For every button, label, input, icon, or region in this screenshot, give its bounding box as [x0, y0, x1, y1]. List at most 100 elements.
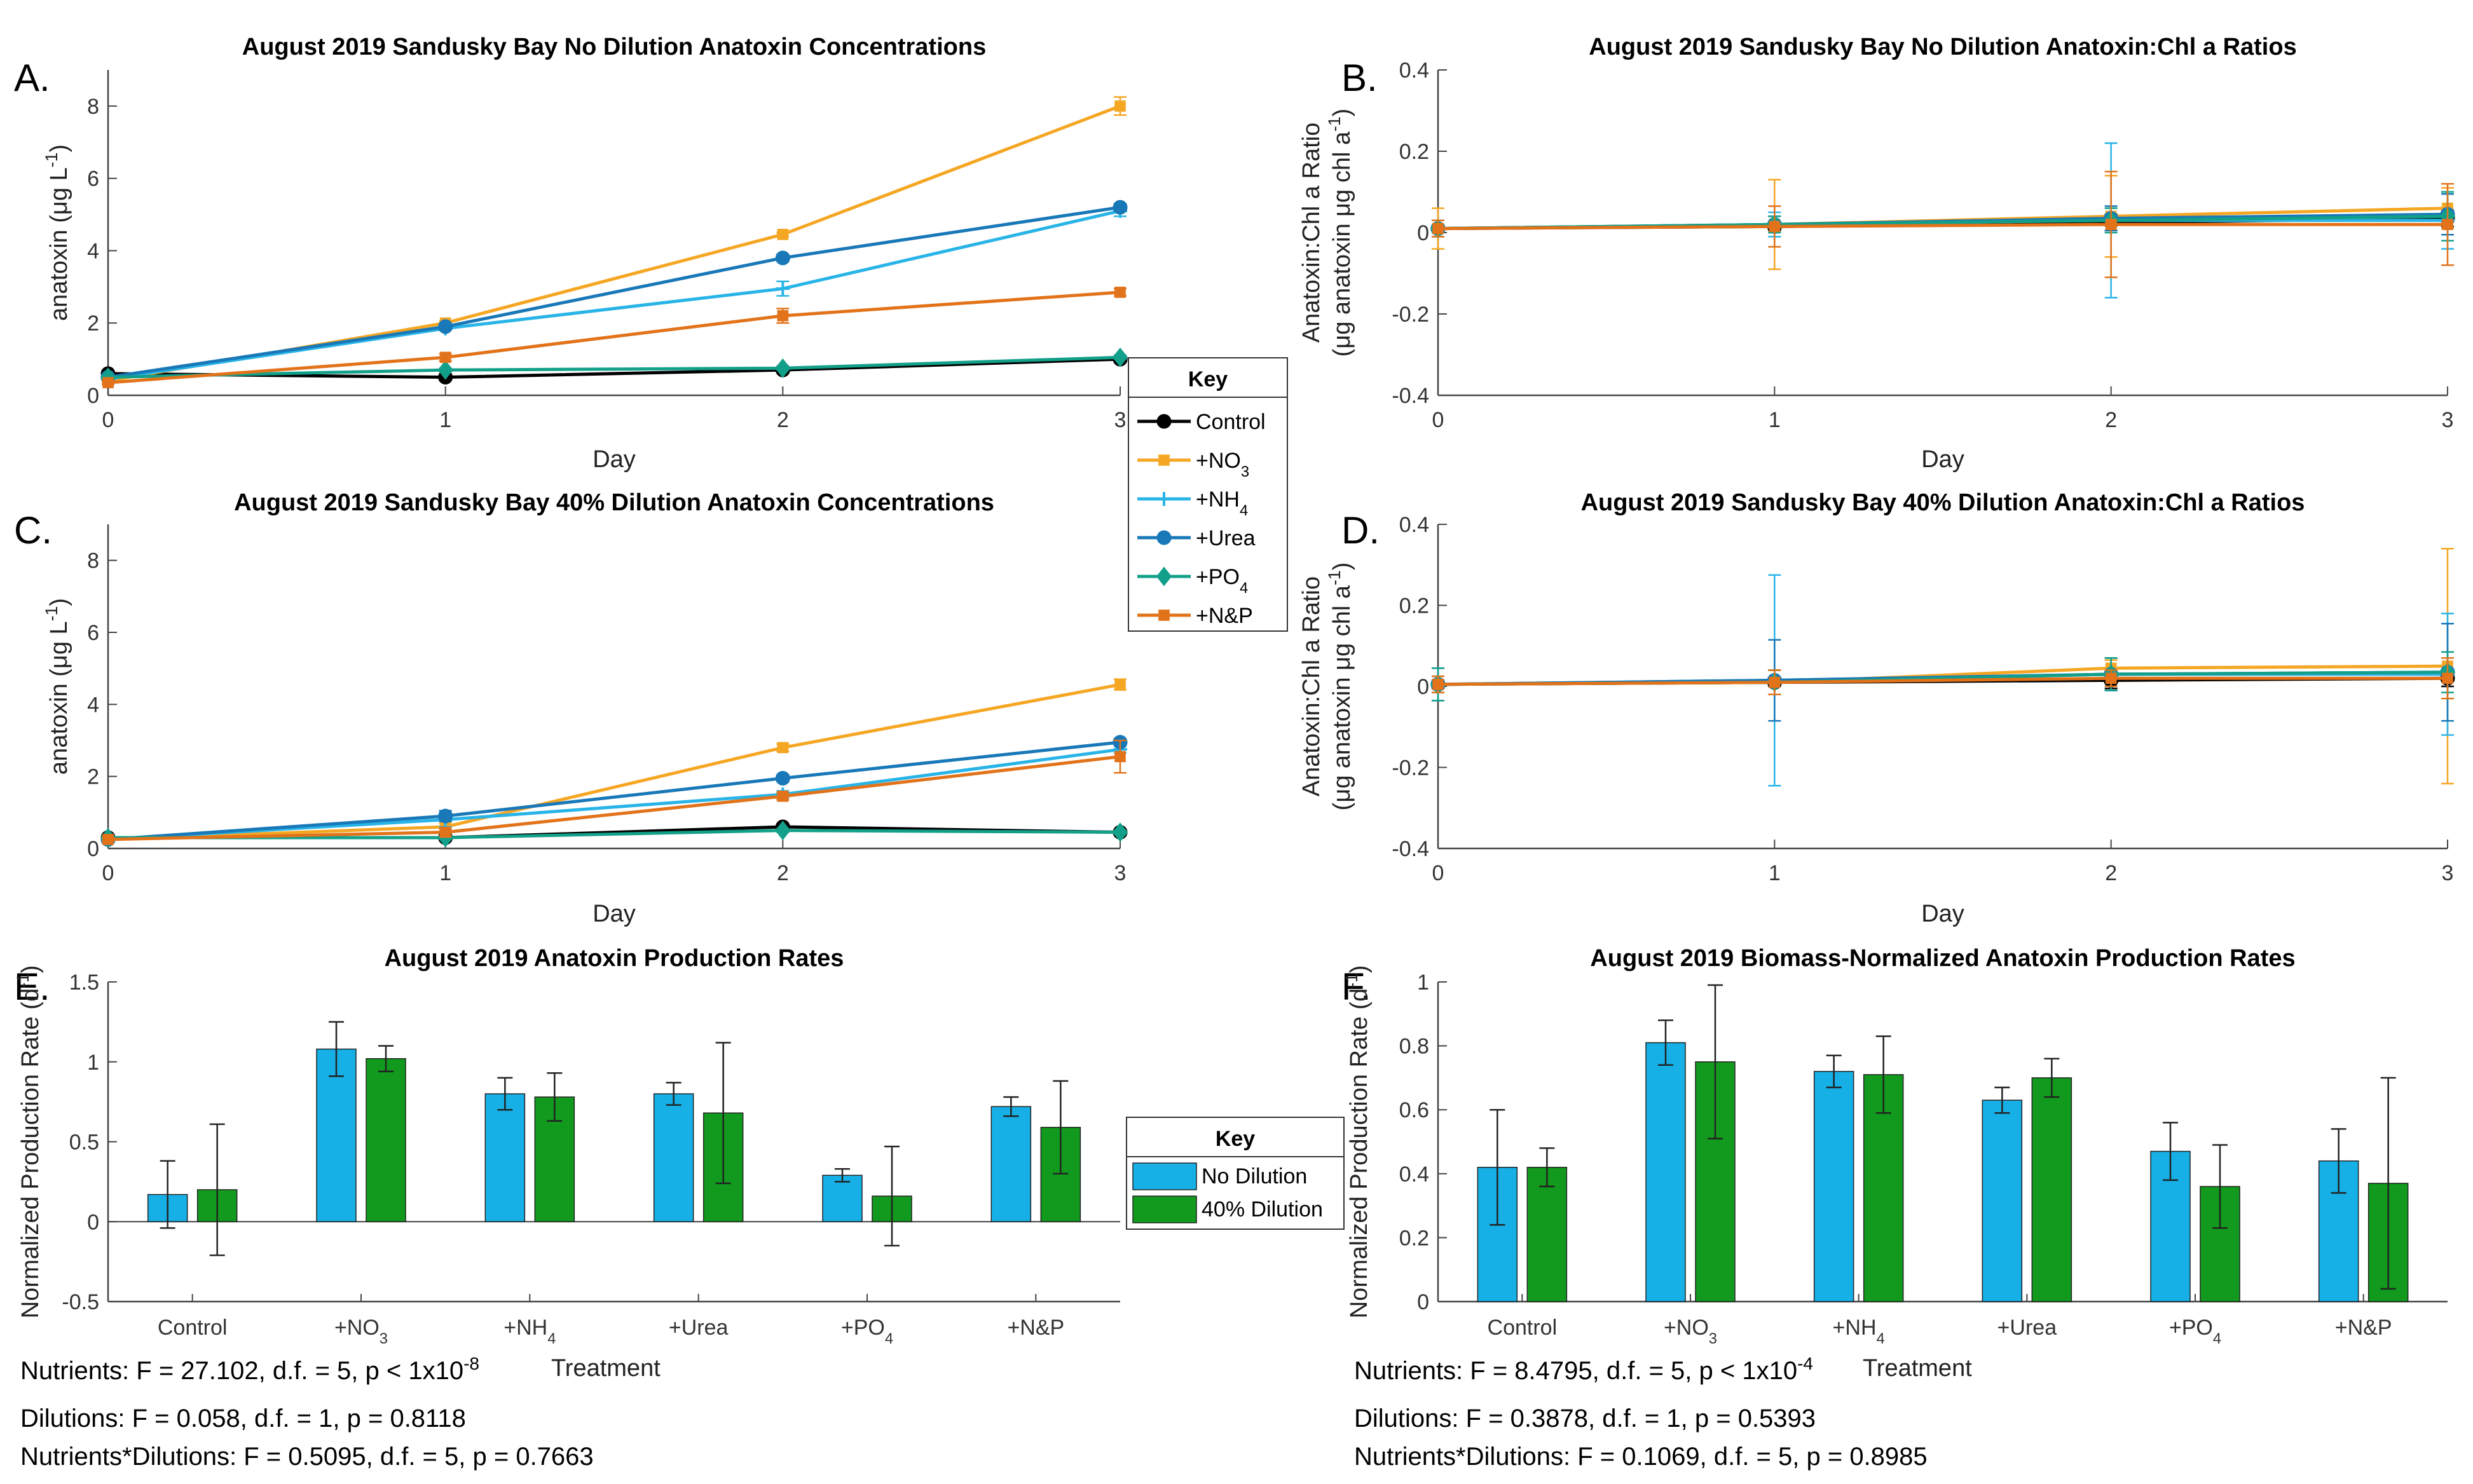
y-tick-label: 0.4 — [1399, 58, 1429, 83]
panel-letter: A. — [14, 57, 50, 99]
data-point — [777, 229, 789, 240]
data-point — [2105, 219, 2117, 230]
y-tick-label: -0.4 — [1392, 837, 1429, 861]
legend-label: +N&P — [1196, 604, 1253, 628]
panel-letter: D. — [1341, 509, 1380, 552]
x-tick-label: Control — [158, 1316, 228, 1340]
y-tick-label: -0.2 — [1392, 303, 1429, 327]
y-axis-label-2: (μg anatoxin μg chl a-1) — [1325, 562, 1355, 811]
line-legend: Key Control +NO3 +NH4 +Urea +PO4 +N&P — [1128, 357, 1288, 632]
bar — [1526, 1166, 1568, 1302]
series-+NO3 — [1432, 548, 2454, 785]
data-point — [1113, 200, 1128, 215]
legend-marker — [1156, 566, 1172, 587]
chart-title: August 2019 Sandusky Bay 40% Dilution An… — [1581, 489, 2305, 516]
data-point — [1432, 679, 1444, 690]
legend-box — [1128, 357, 1288, 632]
panel-letter: C. — [14, 509, 52, 552]
data-point — [438, 808, 453, 824]
y-tick-label: -0.4 — [1392, 384, 1429, 408]
y-axis-label: Anatoxin:Chl a Ratio — [1298, 123, 1325, 343]
chart-title: August 2019 Sandusky Bay No Dilution Ana… — [1589, 34, 2296, 60]
y-tick-label: 0.8 — [1399, 1035, 1429, 1059]
series-+N&P — [1432, 657, 2454, 700]
y-tick-label: 0 — [1417, 1290, 1429, 1314]
series-+N&P — [102, 287, 1127, 388]
y-tick-label: 0.2 — [1399, 594, 1429, 618]
panel-letter: B. — [1341, 57, 1378, 99]
series-line — [107, 740, 1121, 841]
legend-label: +PO4 — [1196, 565, 1248, 597]
x-tick-label: +NH4 — [504, 1316, 556, 1347]
bar — [2031, 1077, 2072, 1302]
data-point — [439, 826, 451, 838]
legend-label: +Urea — [1196, 526, 1256, 550]
legend-marker — [1158, 454, 1170, 466]
x-axis-label: Day — [593, 446, 636, 473]
bar — [653, 1093, 694, 1223]
x-tick-label: 2 — [777, 408, 789, 432]
series-line — [107, 683, 1121, 841]
x-axis-label: Day — [1921, 446, 1964, 473]
legend-label: Control — [1196, 410, 1266, 434]
x-tick-label: 0 — [102, 861, 114, 885]
y-tick-label: 4 — [87, 693, 99, 717]
stats-dilutions: Dilutions: F = 0.3878, d.f. = 1, p = 0.5… — [1354, 1405, 1816, 1433]
series-line — [107, 355, 1121, 379]
y-axis-label: anatoxin (μg L-1) — [42, 598, 72, 775]
legend-marker — [1156, 530, 1172, 545]
y-tick-label: 8 — [87, 549, 99, 573]
x-tick-label: 0 — [1432, 861, 1444, 885]
x-tick-label: +PO4 — [841, 1316, 893, 1347]
y-tick-label: 0 — [87, 384, 99, 408]
y-tick-label: 0.2 — [1399, 140, 1429, 164]
data-point — [777, 791, 789, 802]
x-tick-label: +NH4 — [1833, 1316, 1885, 1347]
y-tick-label: 0 — [87, 1210, 99, 1234]
x-tick-label: 2 — [2105, 408, 2117, 432]
data-point — [1769, 221, 1781, 233]
x-axis-label: Day — [1921, 901, 1964, 927]
legend-swatch — [1132, 1162, 1197, 1190]
x-tick-label: 3 — [1114, 861, 1127, 885]
x-tick-label: +NO3 — [334, 1316, 388, 1347]
series-+PO4 — [100, 347, 1128, 387]
x-tick-label: 3 — [2442, 861, 2454, 885]
series-line — [107, 209, 1121, 381]
legend-label: 40% Dilution — [1202, 1197, 1323, 1222]
legend-marker — [1158, 609, 1170, 621]
y-tick-label: 8 — [87, 95, 99, 119]
stats-dilutions: Dilutions: F = 0.058, d.f. = 1, p = 0.81… — [20, 1405, 466, 1433]
x-axis-label: Day — [593, 901, 636, 927]
y-tick-label: 6 — [87, 167, 99, 191]
data-point — [775, 771, 790, 786]
x-tick-label: +Urea — [1997, 1316, 2057, 1340]
bar — [1813, 1071, 1854, 1302]
legend-label: No Dilution — [1202, 1164, 1307, 1188]
bar-legend: Key No Dilution 40% Dilution — [1126, 1117, 1345, 1230]
data-point — [102, 834, 114, 845]
y-tick-label: -0.5 — [62, 1290, 99, 1314]
y-axis-label: Anatoxin:Chl a Ratio — [1298, 576, 1325, 796]
chart-title: August 2019 Sandusky Bay 40% Dilution An… — [234, 489, 994, 516]
stats-interaction: Nutrients*Dilutions: F = 0.5095, d.f. = … — [20, 1443, 594, 1471]
data-point — [439, 351, 451, 364]
data-point — [2442, 219, 2453, 230]
bar — [822, 1174, 863, 1222]
data-point — [102, 377, 114, 388]
series-+NO3 — [102, 96, 1127, 387]
chart-title: August 2019 Sandusky Bay No Dilution Ana… — [242, 34, 986, 60]
legend-title: Key — [1188, 367, 1228, 391]
data-point — [1114, 679, 1126, 690]
data-point — [1432, 222, 1444, 235]
data-point — [775, 250, 790, 266]
x-tick-label: +NO3 — [1664, 1316, 1717, 1347]
stats-nutrients: Nutrients: F = 8.4795, d.f. = 5, p < 1x1… — [1354, 1354, 1813, 1385]
panel-letter: F. — [1341, 965, 1371, 1008]
x-tick-label: 1 — [1769, 861, 1781, 885]
series-line — [107, 357, 1121, 379]
y-tick-label: 0 — [87, 837, 99, 861]
bar — [1645, 1042, 1686, 1302]
y-tick-label: 4 — [87, 239, 99, 263]
